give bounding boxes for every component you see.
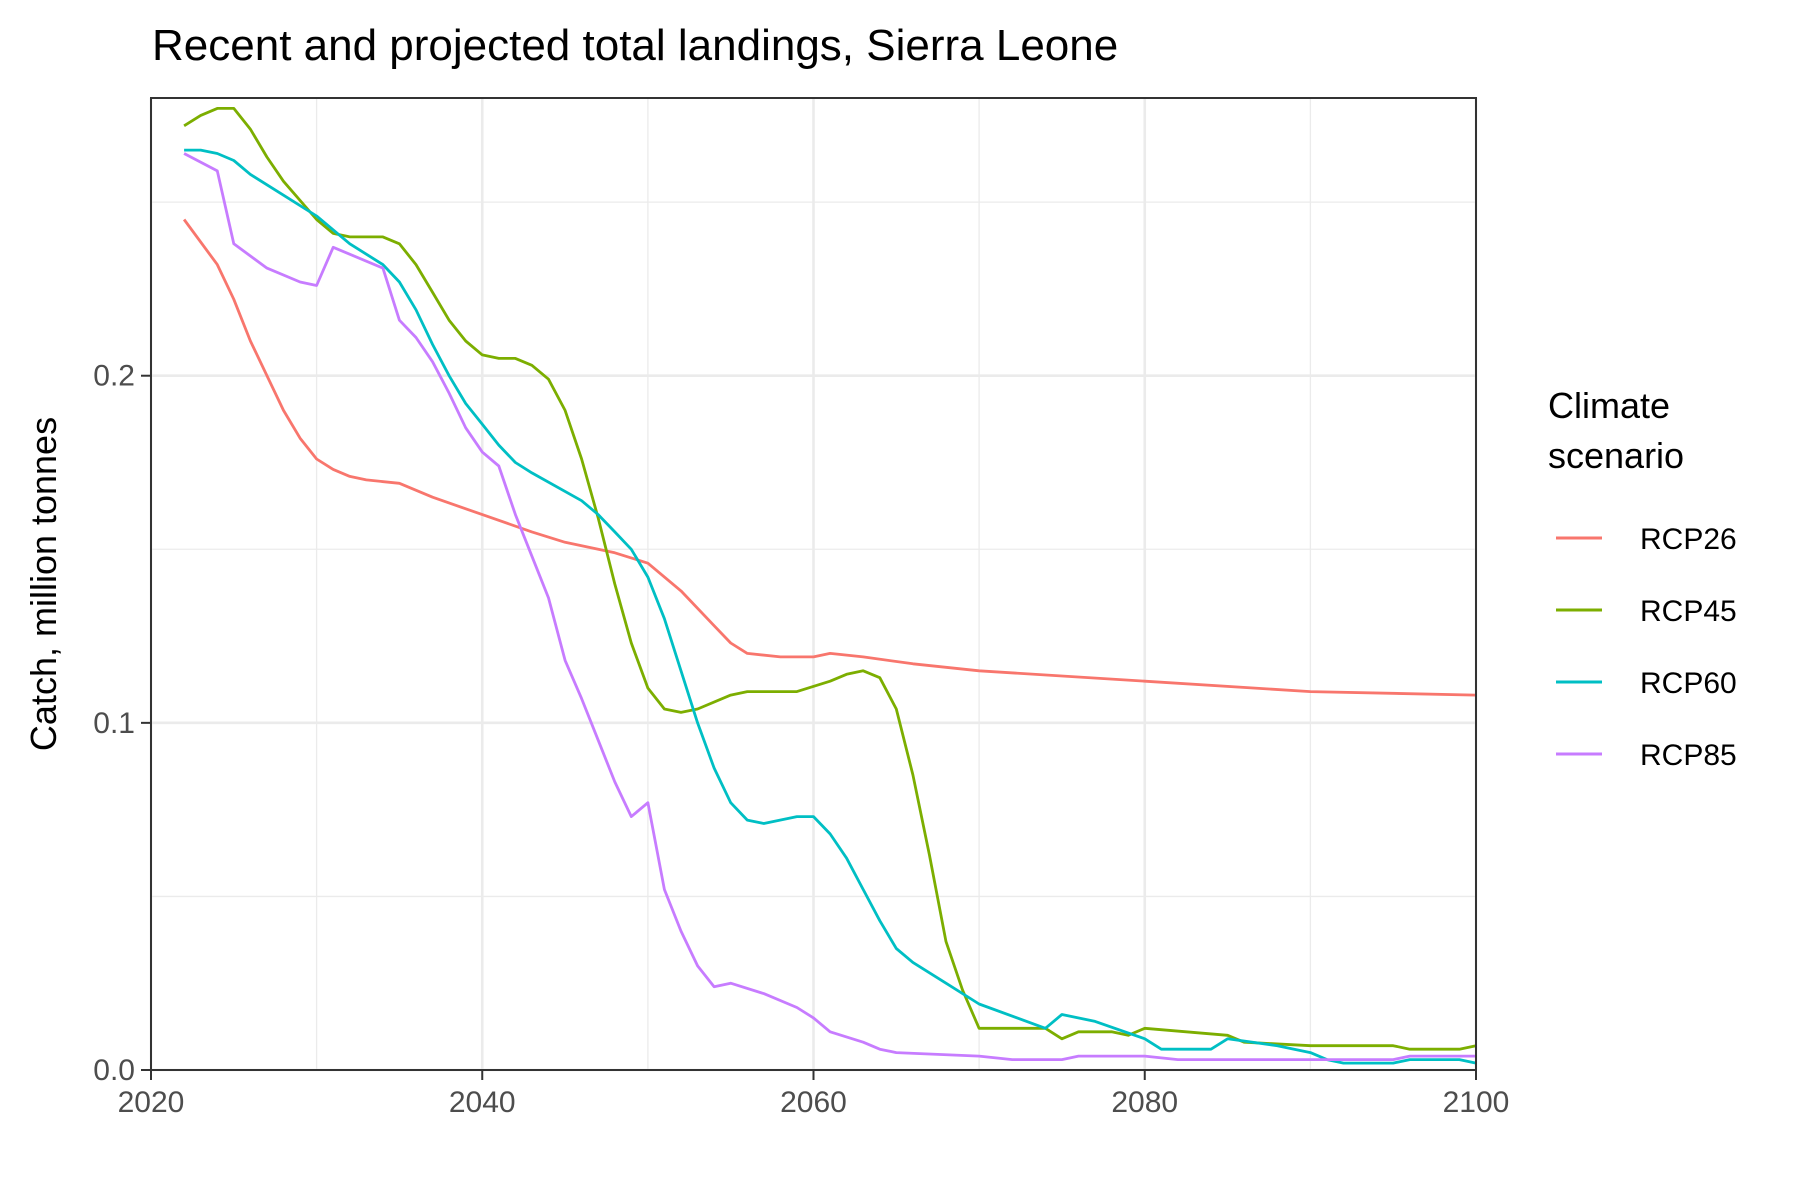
x-tick-label: 2020 xyxy=(118,1086,185,1119)
y-axis: 0.0 0.1 0.2 xyxy=(93,360,151,1087)
y-tick-label: 0.1 xyxy=(93,707,135,740)
series-line-rcp26 xyxy=(182,218,1477,697)
x-tick-label: 2080 xyxy=(1111,1086,1178,1119)
x-tick-label: 2060 xyxy=(780,1086,847,1119)
series-lines xyxy=(182,107,1477,1065)
y-tick-label: 0.0 xyxy=(93,1054,135,1087)
legend-keys: RCP26 RCP45 RCP60 RCP85 xyxy=(1556,523,1737,772)
x-tick-label: 2100 xyxy=(1443,1086,1510,1119)
series-line-rcp45 xyxy=(183,107,1477,1051)
legend-label-rcp45: RCP45 xyxy=(1640,595,1737,628)
legend-title-line-2: scenario xyxy=(1548,435,1684,476)
series-line-rcp85 xyxy=(183,152,1476,1061)
legend: Climate scenario RCP26 RCP45 RCP60 RCP85 xyxy=(1548,385,1737,772)
y-tick-label: 0.2 xyxy=(93,360,135,393)
chart-title: Recent and projected total landings, Sie… xyxy=(152,21,1118,70)
legend-title-line-1: Climate xyxy=(1548,385,1670,426)
legend-label-rcp60: RCP60 xyxy=(1640,667,1737,700)
legend-label-rcp85: RCP85 xyxy=(1640,739,1737,772)
y-axis-label: Catch, million tonnes xyxy=(23,417,64,751)
legend-label-rcp26: RCP26 xyxy=(1640,523,1737,556)
x-tick-label: 2040 xyxy=(449,1086,516,1119)
x-axis: 2020 2040 2060 2080 2100 xyxy=(118,1070,1510,1119)
series-line-rcp60 xyxy=(184,148,1477,1065)
